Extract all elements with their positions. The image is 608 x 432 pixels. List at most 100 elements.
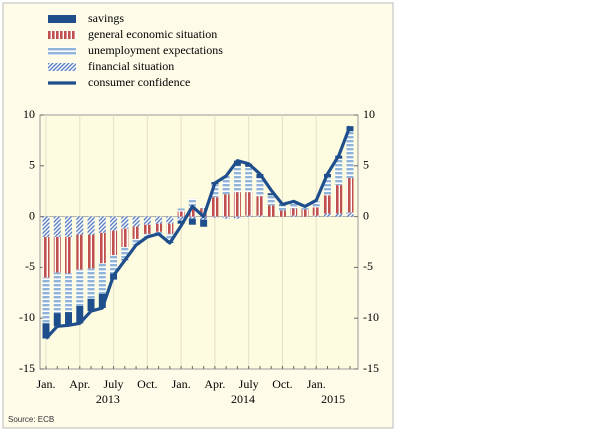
bar-segment (346, 212, 354, 217)
bar-segment (177, 220, 185, 224)
bar-segment (65, 273, 73, 313)
bar-segment (222, 216, 230, 219)
bar-segment (42, 323, 50, 339)
y2-tick-label: -10 (363, 310, 379, 324)
bar-segment (53, 216, 61, 237)
bar-segment (233, 165, 241, 193)
legend-label: savings (88, 11, 124, 25)
x-group-label: 2014 (231, 392, 255, 406)
bar-segment (211, 216, 219, 218)
bar-segment (211, 197, 219, 217)
bar-segment (177, 216, 185, 221)
x-tick-label: July (104, 377, 124, 391)
bar-segment (98, 232, 106, 264)
bar-segment (256, 196, 264, 216)
y-tick-label: 5 (29, 158, 35, 172)
bar-segment (222, 194, 230, 217)
bar-segment (76, 234, 84, 270)
bar-segment (323, 195, 331, 214)
legend-label: consumer confidence (88, 75, 190, 89)
bar-segment (42, 277, 50, 324)
bar-segment (256, 215, 264, 217)
bar-segment (65, 312, 73, 326)
bar-segment (132, 226, 140, 239)
bar-segment (335, 185, 343, 214)
bar-segment (98, 293, 106, 309)
bar-segment (267, 193, 275, 196)
x-tick-label: Jan. (37, 377, 56, 391)
x-tick-label: July (239, 377, 259, 391)
bar-segment (121, 228, 129, 248)
bar-segment (143, 216, 151, 225)
y-tick-label: 10 (23, 107, 35, 121)
bar-segment (166, 216, 174, 224)
legend-label: general economic situation (88, 27, 217, 41)
bar-segment (166, 233, 174, 242)
bar-segment (256, 177, 264, 197)
bar-segment (87, 234, 95, 269)
bar-segment (87, 298, 95, 312)
line (44, 125, 352, 340)
bar-segment (312, 215, 320, 217)
legend-label: unemployment expectations (88, 43, 223, 57)
bar-segment (132, 216, 140, 227)
bar-segment (98, 216, 106, 233)
bar-segment (245, 166, 253, 193)
bar-segment (323, 213, 331, 217)
legend-swatch (48, 31, 76, 39)
bar-segment (233, 192, 241, 217)
y2-tick-label: 10 (363, 107, 375, 121)
bar-segment (177, 208, 185, 212)
bar-segment (76, 269, 84, 307)
legend-swatch (48, 63, 76, 71)
bar-segment (346, 131, 354, 178)
bar-segment (110, 216, 118, 231)
x-tick-label: Jan. (307, 377, 326, 391)
bar-segment (65, 236, 73, 274)
bar-segment (166, 223, 174, 234)
y-tick-label: -5 (25, 259, 35, 273)
y-tick-label: -10 (19, 310, 35, 324)
bar-segment (211, 184, 219, 198)
y2-tick-label: -15 (363, 361, 379, 375)
bar-segment (155, 216, 163, 224)
y2-tick-label: -5 (363, 259, 373, 273)
bar-segment (245, 215, 253, 217)
y-tick-label: 0 (29, 208, 35, 222)
bar-segment (278, 205, 286, 211)
bar-segment (278, 210, 286, 217)
bar-segment (188, 218, 196, 225)
bar-segment (76, 306, 84, 324)
bar-segment (200, 219, 208, 227)
bar-segment (301, 209, 309, 217)
bar-segment (53, 272, 61, 314)
bar-segment (110, 230, 118, 256)
bar-segment (155, 223, 163, 232)
bar-segment (76, 216, 84, 235)
y2-tick-label: 0 (363, 208, 369, 222)
legend-swatch (48, 47, 76, 55)
bar-segment (267, 205, 275, 217)
bar-segment (132, 238, 140, 246)
bar-segment (110, 255, 118, 274)
source: Source: ECB (8, 415, 54, 424)
bar-segment (87, 268, 95, 299)
bar-segment (267, 195, 275, 206)
bar-segment (312, 207, 320, 216)
x-tick-label: Oct. (272, 377, 292, 391)
bar-segment (188, 208, 196, 217)
x-group-label: 2015 (321, 392, 345, 406)
bar-segment (42, 216, 50, 237)
y-tick-label: -15 (19, 361, 35, 375)
bar-segment (200, 206, 208, 209)
legend-label: financial situation (88, 59, 174, 73)
legend-swatch (48, 15, 76, 23)
bar-segment (121, 247, 129, 260)
bar-segment (143, 224, 151, 234)
bar-segment (188, 216, 196, 219)
bar-segment (65, 216, 73, 237)
bar-segment (98, 263, 106, 294)
bar-segment (87, 216, 95, 235)
x-group-label: 2013 (96, 392, 120, 406)
x-tick-label: Apr. (204, 377, 225, 391)
